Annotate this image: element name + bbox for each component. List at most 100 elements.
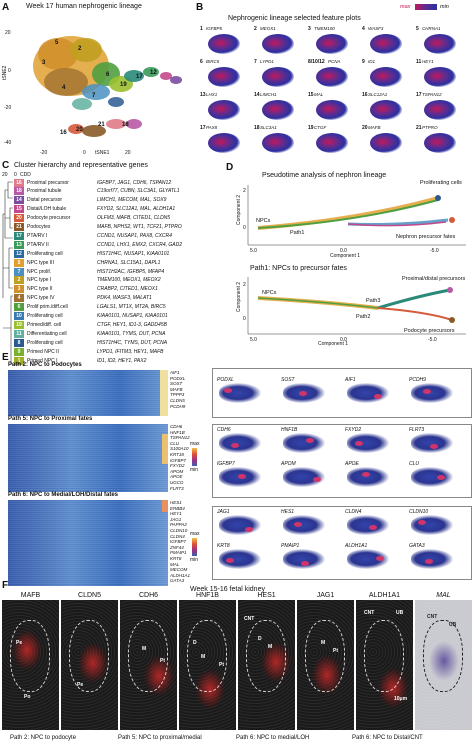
cluster-number-badge: 4 [14, 294, 24, 303]
micrograph: CNT D M [238, 600, 295, 730]
cluster-genes: CRABP2, CITED1, MEOX1 [97, 286, 158, 293]
feature-plot: 15 MAL [308, 92, 352, 125]
feature-plot-expression [294, 522, 302, 527]
pseudotime-label: Proliferating cells [420, 180, 462, 186]
feature-plot-expression [425, 559, 433, 564]
path-label: Path 2: NPC to podocyte [10, 735, 77, 741]
feature-plot-cluster: 8/10/12 [308, 59, 325, 65]
feature-plot-embedding [411, 433, 453, 453]
cluster-label: 5 [55, 40, 59, 46]
dendrogram [2, 181, 13, 365]
feature-plot-gene: IGFBP7 [217, 461, 235, 467]
panel-a-ytick: 20 [5, 30, 11, 36]
heatmap-title: Path 2: NPC to Podocytes [8, 362, 82, 368]
heatmap-gene-label: TPPP3 [170, 392, 185, 398]
feature-plot-gene: LHX1 [206, 92, 218, 97]
panel-a-xtick: 0 [83, 150, 86, 156]
heatmap-gene-label: HES1 [170, 500, 182, 505]
feature-plot-embedding [208, 100, 240, 120]
heatmap-gene-label: FLRT3 [170, 485, 184, 491]
heatmap-gene-label: PCDH9 [170, 403, 186, 409]
feature-plot-gene: MAL [314, 92, 324, 97]
micrograph-title: HNF1B [196, 592, 219, 599]
feature-plot-gene: PMAIP1 [281, 543, 300, 549]
panel-a-ytick: 0 [8, 68, 11, 74]
pseudotime-top-xtick: 0.0 [340, 248, 347, 254]
path-label: Path 6: NPC to medial/LOH [236, 735, 310, 741]
feature-plot: CLDN10 [406, 508, 456, 538]
feature-plot: 6 BIRC5 [200, 59, 244, 92]
feature-plot-expression [369, 525, 377, 530]
feature-plot-cluster: 14 [254, 92, 260, 98]
heatmap-gene-label: GATA3 [170, 578, 185, 584]
panel-f-letter: F [2, 580, 9, 591]
feature-plot-gene: SLC3A1 [260, 125, 277, 130]
pseudotime-label: Path1 [290, 230, 305, 236]
feature-plot-expression [418, 520, 426, 525]
micrograph: M Pt [297, 600, 354, 730]
feature-plot-gene: ID1 [368, 59, 376, 64]
cluster-row: 1 Primed NPC I ID1, ID2, HEY1, PAX2 [14, 356, 146, 365]
cluster-label: 16 [60, 130, 67, 136]
cluster-name: NPC type III [27, 259, 54, 266]
feature-plot-cluster: 16 [362, 92, 368, 98]
feature-plot-gene: LIMCH1 [260, 92, 277, 97]
cluster-name: NPC type I [27, 277, 52, 284]
heatmap-gene-label: UGCG [170, 479, 184, 485]
nephron-outline [128, 620, 168, 692]
panel-c-title: Cluster hierarchy and representative gen… [14, 162, 148, 169]
feature-plot: 11 HEY1 [416, 59, 460, 92]
cluster-number-badge: 3 [14, 285, 24, 294]
cluster-number-badge: 5 [14, 258, 24, 267]
cluster-genes: KIAA0101, TYMS, DUT, PCNA [97, 330, 166, 337]
feature-plot-cluster: 17 [200, 125, 206, 131]
feature-plot: 3 TMEM100 [308, 26, 352, 59]
cluster-name: Primed NPC I [27, 357, 58, 364]
cluster-row: 18 Proximal tubule C19orf77, CUBN, SLC3A1,… [14, 187, 180, 196]
pseudotime-label: NPCs [256, 218, 271, 224]
feature-plot-embedding [316, 133, 348, 153]
heatmap-gene-label: FXYD2 [170, 463, 185, 469]
micrograph-annotation: Po [24, 694, 31, 700]
cluster-genes: HIST1H2AC, IGFBP5, MFAP4 [97, 268, 165, 275]
feature-plot: ALDH1A1 [342, 542, 392, 572]
nephron-outline [246, 620, 286, 692]
feature-plot-cluster: 3 [308, 26, 311, 32]
cluster-name: Proliferating cell [27, 250, 63, 257]
heatmap-gene-label: SOST [170, 381, 183, 387]
panel-a-letter: A [2, 2, 10, 13]
heatmap-gene-label: CLDN5 [170, 397, 185, 403]
micrograph-annotation: CNT [427, 614, 438, 620]
feature-plot: FLRT3 [406, 426, 456, 456]
pseudotime-bottom-xtick: 5.0 [250, 337, 257, 343]
nephron-outline [305, 620, 345, 692]
feature-plot-embedding [411, 467, 453, 487]
panel-b-colorbar [415, 4, 437, 10]
feature-plot-embedding [424, 100, 456, 120]
feature-plot: 17 PAX8 [200, 125, 244, 158]
feature-plot: APOM [278, 460, 328, 490]
feature-plot: 1 IGFBP5 [200, 26, 244, 59]
feature-plot-embedding [370, 67, 402, 87]
heatmap-gene-label: PODXL [170, 375, 186, 381]
feature-plot-gene: GATA3 [409, 543, 425, 549]
feature-plot-embedding [370, 133, 402, 153]
micrograph-annotation: Pe [77, 682, 84, 688]
micrograph-annotation: CNT [244, 616, 255, 622]
heatmap-gene-label: ZNF44 [170, 544, 184, 550]
cluster-number-badge: 18 [14, 187, 24, 196]
micrograph-title: CLDN5 [78, 592, 101, 599]
cluster-name: Distal precursor [27, 197, 63, 204]
panel-b-letter: B [196, 2, 204, 13]
panel-c-scale-tick: 20 [2, 172, 8, 178]
pseudotime-label: Path2 [356, 314, 371, 320]
feature-plot-gene: HES1 [281, 509, 295, 515]
cluster-genes: HIST1H4C, TYMS, DUT, PCNA [97, 339, 168, 346]
pseudotime-top-ytick: 0 [243, 225, 246, 231]
feature-plot-embedding [411, 515, 453, 535]
panel-c-scale-tick: 0 [14, 172, 17, 178]
feature-plot-embedding [370, 100, 402, 120]
heatmap-gene-label: CLDN10 [170, 527, 188, 533]
heatmap-gene-label: ERBB4 [170, 505, 185, 511]
micrograph-annotation: UB [449, 622, 457, 628]
